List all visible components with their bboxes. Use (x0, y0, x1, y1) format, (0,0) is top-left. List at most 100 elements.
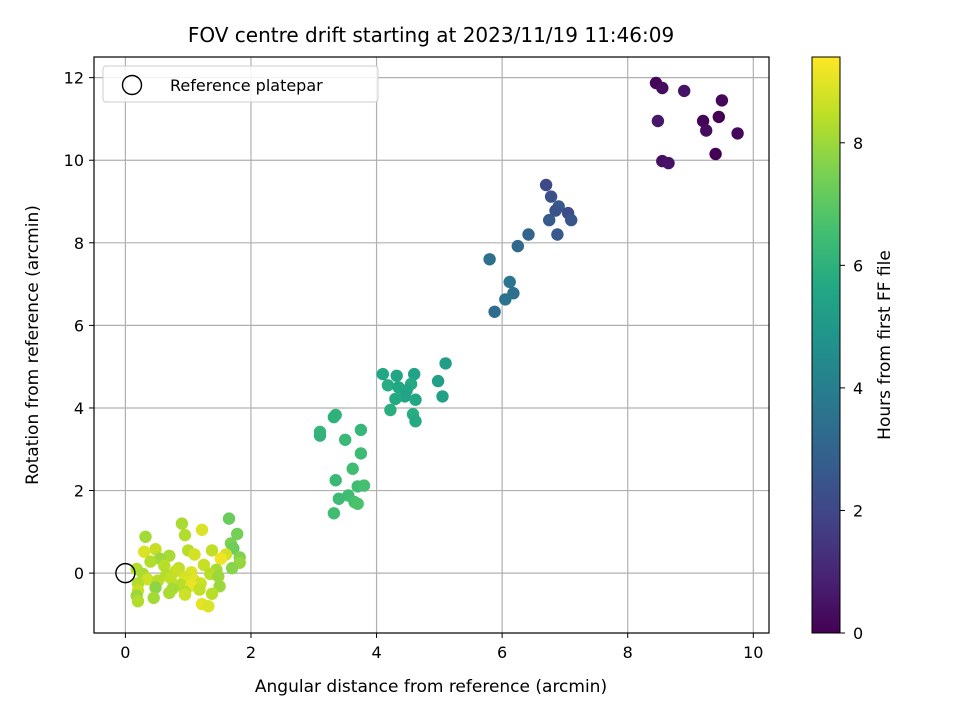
data-point (139, 530, 152, 543)
data-point (483, 253, 496, 266)
data-point (662, 156, 675, 170)
grid-lines (94, 57, 769, 633)
data-point (339, 433, 352, 446)
data-point (712, 110, 725, 124)
data-point (225, 562, 239, 575)
data-point (329, 474, 342, 487)
data-point (346, 462, 359, 475)
data-point (503, 275, 516, 289)
data-point (549, 204, 562, 217)
data-point (389, 392, 402, 406)
data-point (327, 507, 341, 520)
data-point (222, 512, 236, 525)
data-point (195, 523, 209, 536)
x-tick-label: 10 (743, 643, 763, 662)
data-point (141, 573, 154, 586)
data-point (709, 147, 722, 161)
data-point (543, 213, 556, 227)
data-point (551, 228, 564, 241)
data-point (144, 555, 157, 568)
y-tick-label: 2 (74, 482, 84, 501)
y-tick-label: 6 (74, 316, 84, 335)
data-point (381, 379, 395, 392)
x-axis-ticks: 0 2 4 6 8 10 (120, 633, 763, 662)
y-axis-label: Rotation from reference (arcmin) (23, 205, 43, 485)
data-point (205, 544, 219, 557)
data-point (212, 570, 225, 583)
y-tick-label: 4 (74, 399, 84, 418)
data-point (376, 367, 389, 381)
data-point (715, 94, 729, 107)
data-point (511, 239, 524, 253)
data-point (149, 543, 162, 556)
x-tick-label: 8 (623, 643, 633, 662)
x-axis-label: Angular distance from reference (arcmin) (255, 677, 607, 697)
data-points (130, 76, 744, 613)
colorbar-tick-label: 6 (853, 256, 863, 275)
data-point (522, 228, 535, 241)
data-point (390, 369, 403, 382)
colorbar-tick-label: 2 (853, 501, 863, 520)
data-point (651, 114, 665, 128)
data-point (439, 357, 452, 370)
colorbar-ticks: 0 2 4 6 8 (840, 134, 863, 643)
data-point (332, 492, 346, 505)
data-point (408, 367, 421, 381)
x-tick-label: 0 (120, 643, 130, 662)
legend-label: Reference platepar (170, 76, 323, 95)
data-point (678, 84, 691, 98)
x-tick-label: 6 (497, 643, 507, 662)
data-point (409, 393, 422, 406)
data-point (700, 124, 713, 137)
x-tick-label: 2 (246, 643, 256, 662)
data-point (164, 571, 177, 585)
data-point (231, 527, 244, 541)
colorbar-tick-label: 0 (853, 624, 863, 643)
data-point (499, 293, 512, 306)
data-point (731, 127, 744, 140)
data-point (202, 600, 215, 613)
data-point (327, 410, 341, 424)
data-point (431, 374, 445, 388)
data-point (313, 429, 327, 442)
data-point (544, 190, 558, 203)
data-point (178, 588, 192, 601)
data-point (214, 552, 227, 565)
data-point (354, 423, 368, 437)
data-point (197, 558, 211, 572)
legend-marker-icon (121, 74, 143, 96)
data-point (436, 390, 449, 403)
reference-platepar-marker (115, 562, 136, 584)
x-tick-label: 4 (371, 643, 381, 662)
data-point (384, 403, 397, 417)
data-point (175, 517, 189, 530)
data-point (409, 415, 422, 428)
data-point (696, 114, 710, 128)
data-point (488, 305, 501, 318)
data-point (158, 559, 171, 572)
data-point (539, 178, 553, 192)
legend: Reference platepar (102, 65, 379, 103)
colorbar-label: Hours from first FF file (875, 250, 895, 440)
data-point (131, 595, 145, 608)
y-tick-label: 12 (64, 69, 84, 88)
colorbar-tick-label: 4 (853, 379, 863, 398)
y-tick-label: 10 (64, 151, 84, 170)
data-point (205, 587, 219, 600)
data-point (147, 591, 160, 605)
colorbar (811, 56, 841, 634)
y-tick-label: 8 (74, 234, 84, 253)
data-point (398, 390, 411, 403)
data-point (656, 81, 669, 95)
data-point (163, 586, 176, 600)
colorbar-tick-label: 8 (853, 134, 863, 153)
y-tick-label: 0 (74, 564, 84, 583)
data-point (163, 549, 176, 562)
data-point (188, 548, 201, 561)
data-point (178, 528, 192, 542)
data-point (354, 447, 368, 460)
data-point (357, 479, 371, 492)
data-point (149, 581, 162, 594)
data-point (213, 580, 226, 593)
